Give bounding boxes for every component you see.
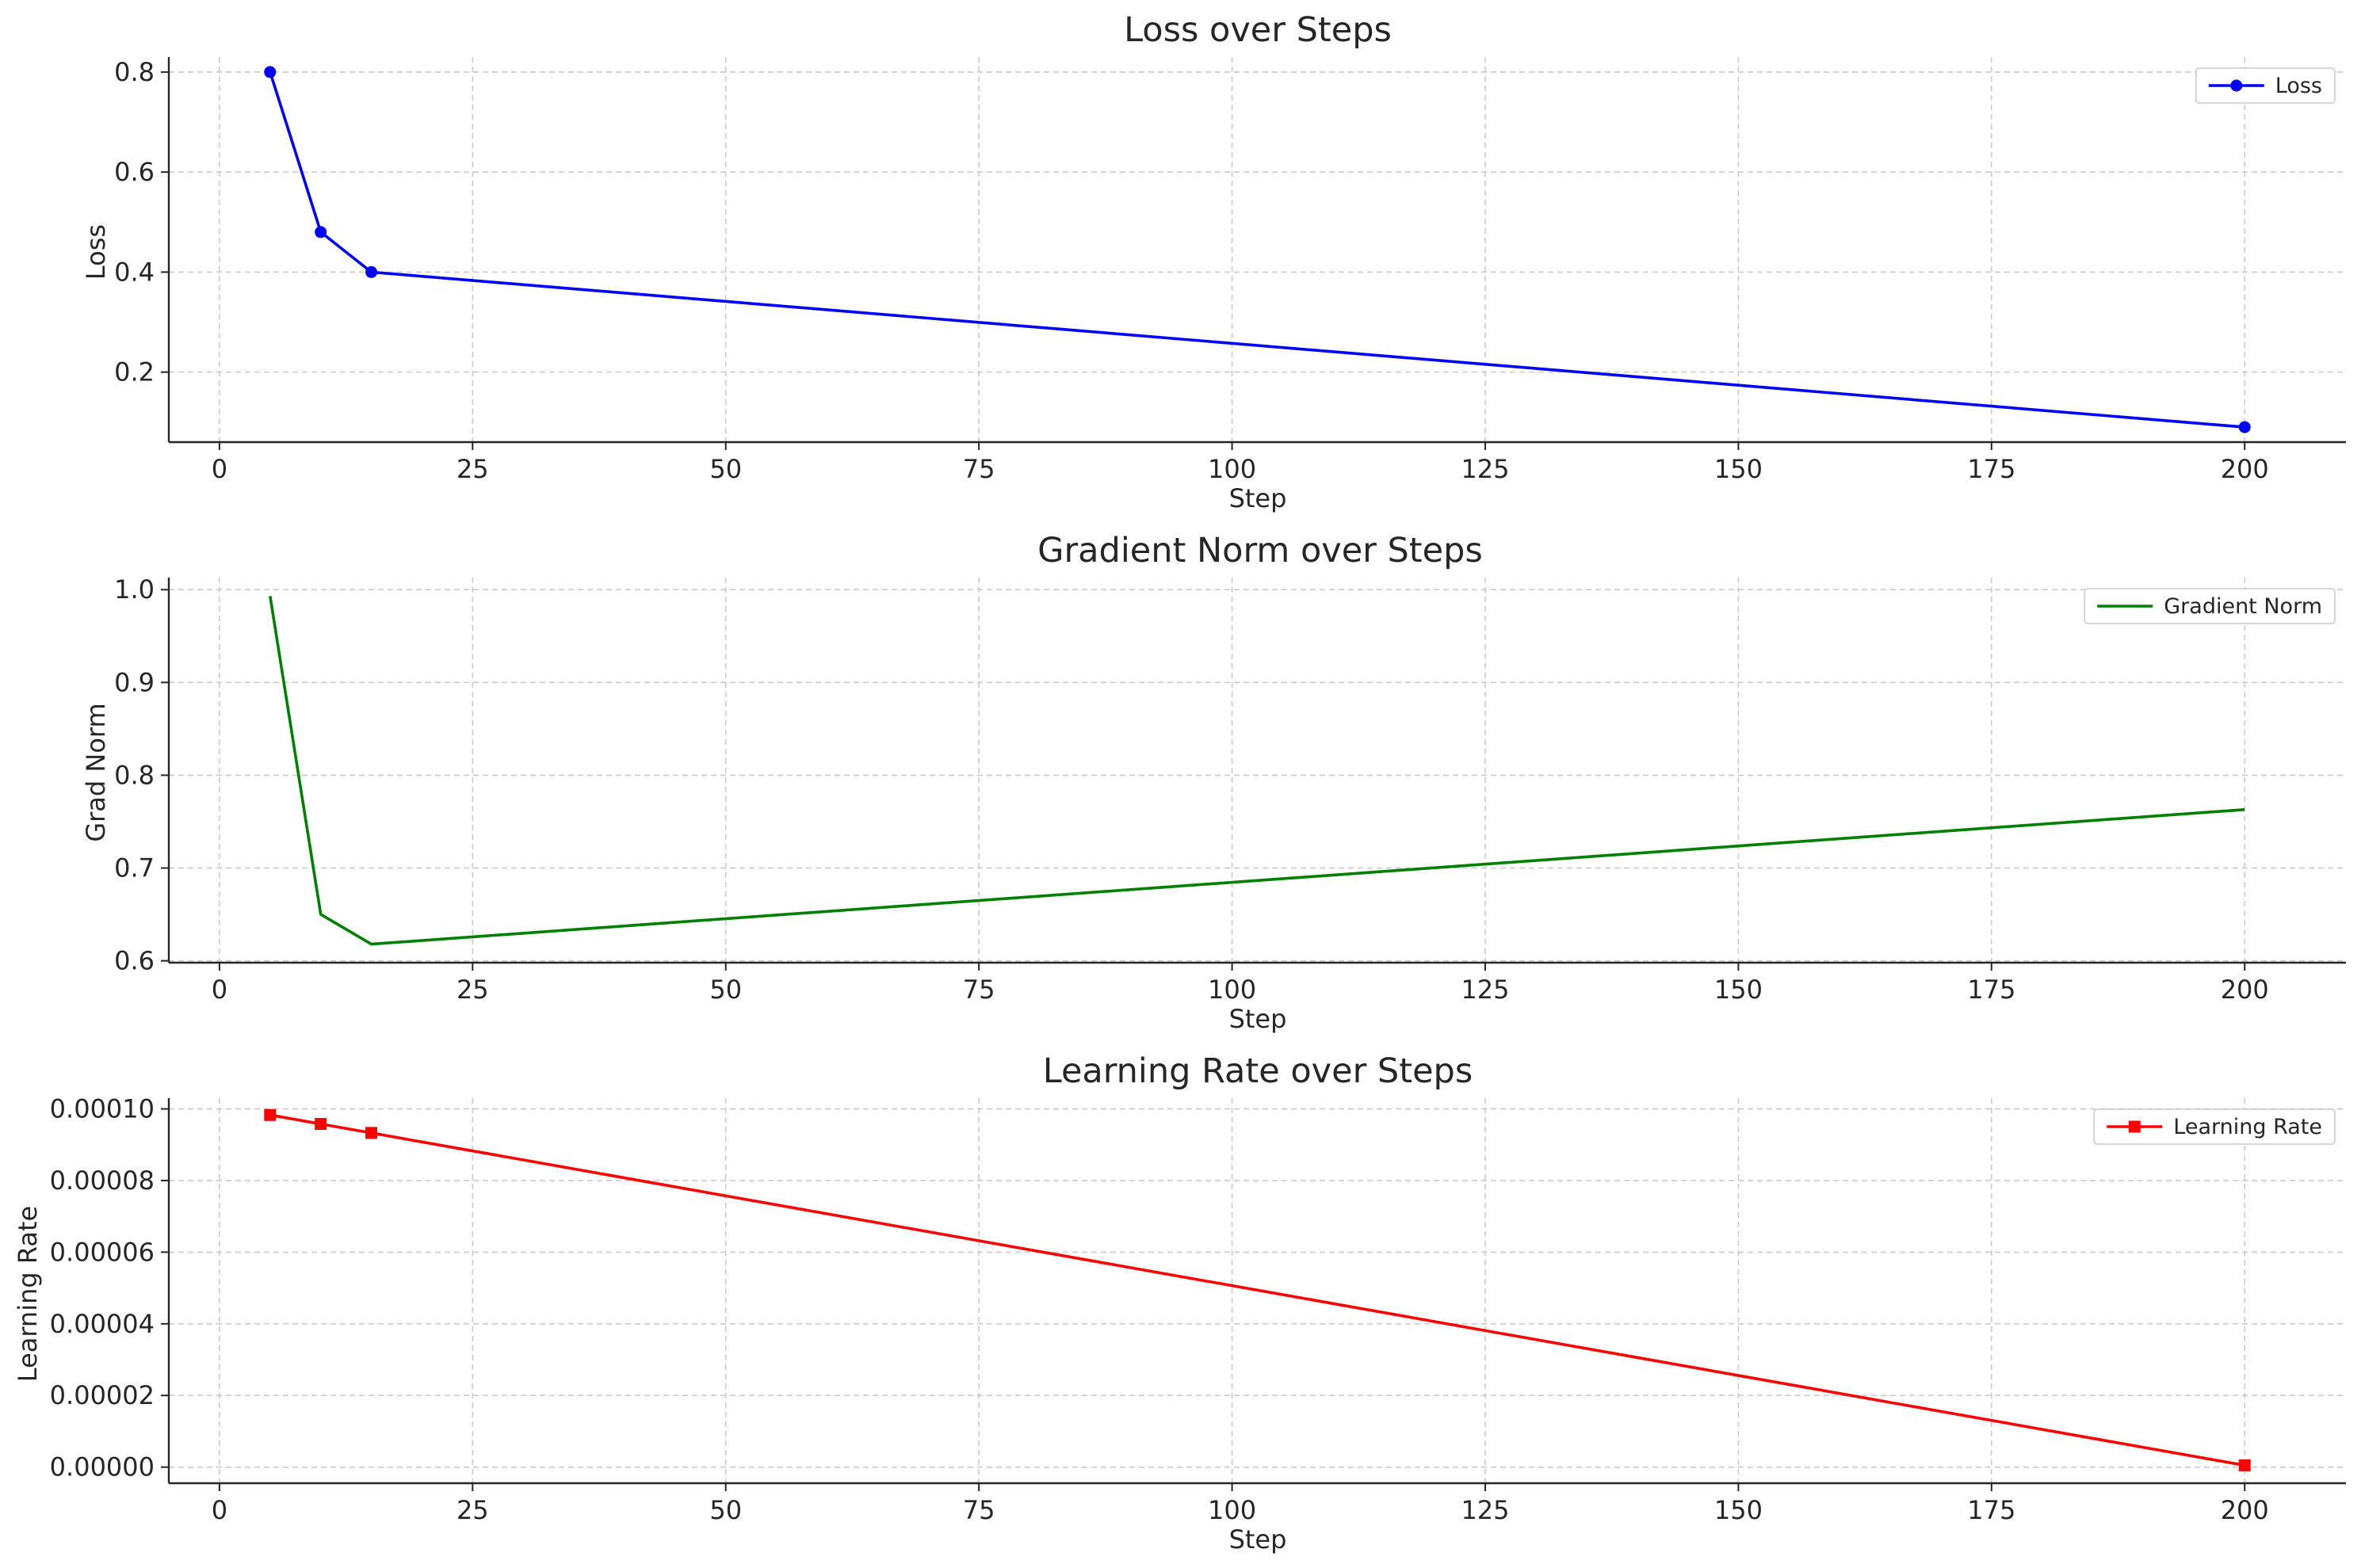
subplot-loss: Loss over Steps Step Loss 0 25 50 75 100 125 1… xyxy=(81,10,2346,513)
series-line xyxy=(269,1113,2245,1467)
y-tick-label: 0.4 xyxy=(114,257,155,287)
x-axis-label: Step xyxy=(1229,1004,1287,1034)
x-tick-label: 75 xyxy=(963,1495,995,1525)
x-tick-label: 0 xyxy=(212,1495,227,1525)
x-tick-label: 125 xyxy=(1461,454,1509,484)
series-line xyxy=(269,71,2245,429)
x-tick-label: 75 xyxy=(963,975,995,1005)
data-point xyxy=(2238,1459,2251,1471)
legend xyxy=(2093,1108,2336,1145)
x-tick-label: 25 xyxy=(457,1495,489,1525)
x-axis-label: Step xyxy=(1229,483,1287,513)
data-point xyxy=(315,226,327,238)
y-tick-label: 0.6 xyxy=(114,157,155,187)
legend xyxy=(2195,67,2336,104)
x-tick-label: 0 xyxy=(212,454,227,484)
x-tick-label: 200 xyxy=(2221,975,2269,1005)
x-tick-label: 50 xyxy=(709,1495,742,1525)
x-tick-label: 125 xyxy=(1461,1495,1509,1525)
y-tick-label: 0.00006 xyxy=(50,1237,155,1267)
plot-area: 0 25 50 75 100 125 150 175 200 0.00000 0.00002 0.00… xyxy=(50,1094,2346,1525)
x-tick-label: 50 xyxy=(709,975,742,1005)
chart-title: Gradient Norm over Steps xyxy=(1037,531,1483,570)
x-tick-label: 25 xyxy=(457,975,489,1005)
x-tick-label: 0 xyxy=(212,975,227,1005)
data-point xyxy=(2238,421,2251,433)
x-tick-label: 200 xyxy=(2221,454,2269,484)
legend-label: Loss xyxy=(2275,74,2322,98)
x-tick-label: 175 xyxy=(1967,454,2015,484)
x-axis-label: Step xyxy=(1229,1524,1287,1555)
data-point xyxy=(264,66,277,78)
x-tick-label: 75 xyxy=(963,454,995,484)
data-point xyxy=(315,1118,327,1131)
subplot-learning-rate: Learning Rate over Steps Step Learning R… xyxy=(13,1051,2346,1555)
subplot-grad-norm: Gradient Norm over Steps Step Grad Norm … xyxy=(81,531,2346,1034)
chart-title: Loss over Steps xyxy=(1124,10,1392,50)
x-tick-label: 150 xyxy=(1714,1495,1763,1525)
legend-label: Gradient Norm xyxy=(2164,594,2322,619)
plot-area: 0 25 50 75 100 125 150 175 200 0.2 0.4 0.6 0.8 Loss xyxy=(114,57,2346,484)
y-tick-label: 0.2 xyxy=(114,357,155,387)
legend-marker xyxy=(2128,1120,2141,1133)
y-tick-label: 0.00004 xyxy=(50,1309,155,1339)
x-tick-label: 100 xyxy=(1208,975,1256,1005)
x-tick-label: 100 xyxy=(1208,1495,1256,1525)
x-tick-label: 150 xyxy=(1714,975,1763,1005)
y-tick-label: 0.00002 xyxy=(50,1380,155,1410)
chart-title: Learning Rate over Steps xyxy=(1043,1051,1473,1091)
y-tick-label: 0.00010 xyxy=(50,1094,155,1124)
y-axis-label: Learning Rate xyxy=(13,1206,43,1382)
y-tick-label: 0.00008 xyxy=(50,1166,155,1196)
x-tick-label: 25 xyxy=(457,454,489,484)
y-tick-label: 0.8 xyxy=(114,760,155,790)
x-tick-label: 50 xyxy=(709,454,742,484)
y-tick-label: 0.8 xyxy=(114,57,155,87)
x-tick-label: 200 xyxy=(2221,1495,2269,1525)
legend-marker xyxy=(2230,79,2243,92)
x-tick-label: 150 xyxy=(1714,454,1763,484)
data-point xyxy=(365,265,378,278)
y-tick-label: 0.7 xyxy=(114,853,155,883)
y-tick-label: 0.9 xyxy=(114,667,155,697)
data-point xyxy=(365,1127,378,1139)
y-axis-label: Grad Norm xyxy=(81,703,111,841)
y-tick-label: 0.00000 xyxy=(50,1452,155,1482)
y-tick-label: 1.0 xyxy=(114,574,155,605)
x-tick-label: 175 xyxy=(1967,975,2015,1005)
x-tick-label: 100 xyxy=(1208,454,1256,484)
series-line xyxy=(269,596,2245,946)
y-tick-label: 0.6 xyxy=(114,946,155,976)
y-axis-label: Loss xyxy=(81,224,111,280)
plot-area: 0 25 50 75 100 125 150 175 200 0.6 0.7 0.8 0.9 1.0 Gra… xyxy=(114,574,2346,1005)
x-tick-label: 175 xyxy=(1967,1495,2015,1525)
legend xyxy=(2084,588,2336,624)
data-point xyxy=(264,1108,277,1121)
x-tick-label: 125 xyxy=(1461,975,1509,1005)
legend-label: Learning Rate xyxy=(2173,1115,2322,1139)
